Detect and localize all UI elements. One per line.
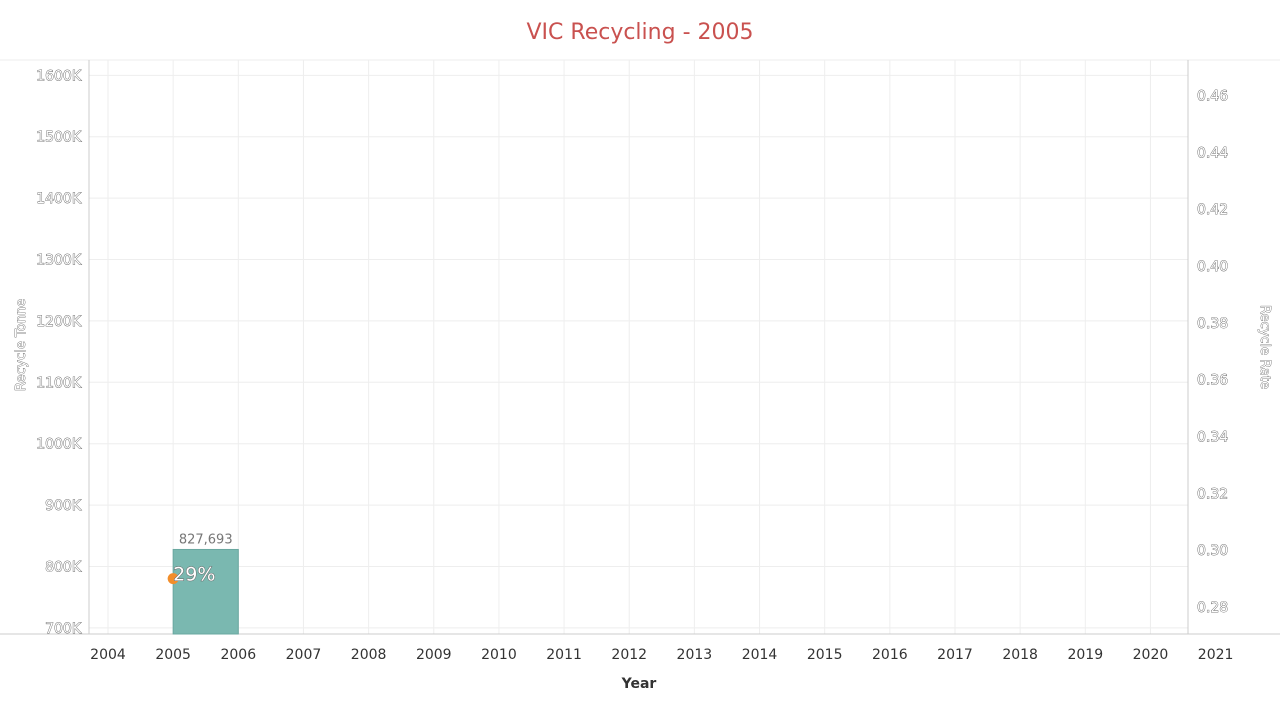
y-tick-label: 1500K <box>36 130 82 146</box>
y-tick-label: 1100K <box>36 375 82 391</box>
x-tick-label: 2004 <box>90 647 126 663</box>
x-tick-label: 2006 <box>220 647 256 663</box>
y2-tick-label: 0.44 <box>1197 145 1228 161</box>
x-tick-label: 2012 <box>611 647 647 663</box>
y-tick-label: 1000K <box>36 437 82 453</box>
chart-title: VIC Recycling - 2005 <box>526 20 754 45</box>
y-axis-title: Recycle Tonne <box>14 299 29 391</box>
x-tick-label: 2020 <box>1133 647 1169 663</box>
y-tick-label: 800K <box>45 559 82 575</box>
y2-tick-label: 0.42 <box>1197 202 1228 218</box>
x-tick-label: 2015 <box>807 647 843 663</box>
x-tick-label: 2018 <box>1002 647 1038 663</box>
bar <box>172 548 239 635</box>
x-tick-label: 2016 <box>872 647 908 663</box>
y2-tick-label: 0.30 <box>1197 543 1228 559</box>
x-tick-label: 2011 <box>546 647 582 663</box>
y2-tick-label: 0.32 <box>1197 486 1228 502</box>
x-tick-label: 2010 <box>481 647 517 663</box>
y2-tick-label: 0.38 <box>1197 316 1228 332</box>
y-tick-label: 1200K <box>36 314 82 330</box>
y-tick-label: 1300K <box>36 253 82 269</box>
rate-value-label: 29% <box>173 563 215 585</box>
y2-axis-title: Recycle Rate <box>1257 305 1272 389</box>
y-tick-label: 900K <box>45 498 82 514</box>
y-tick-label: 700K <box>45 621 82 637</box>
y-tick-label: 1600K <box>36 68 82 84</box>
bar-value-label: 827,693 <box>179 532 233 547</box>
x-tick-label: 2005 <box>155 647 191 663</box>
y2-tick-label: 0.28 <box>1197 600 1228 616</box>
y2-tick-label: 0.36 <box>1197 373 1228 389</box>
y2-tick-label: 0.46 <box>1197 89 1228 105</box>
y-tick-label: 1400K <box>36 191 82 207</box>
y2-tick-label: 0.40 <box>1197 259 1228 275</box>
x-tick-label: 2019 <box>1067 647 1103 663</box>
x-tick-label: 2017 <box>937 647 973 663</box>
y2-tick-label: 0.34 <box>1197 430 1228 446</box>
x-axis-title: Year <box>621 676 657 692</box>
x-tick-label: 2008 <box>351 647 387 663</box>
x-tick-label: 2021 <box>1198 647 1234 663</box>
x-tick-label: 2007 <box>286 647 322 663</box>
x-tick-label: 2013 <box>677 647 713 663</box>
x-tick-label: 2014 <box>742 647 778 663</box>
x-tick-label: 2009 <box>416 647 452 663</box>
rate-point <box>167 573 179 585</box>
